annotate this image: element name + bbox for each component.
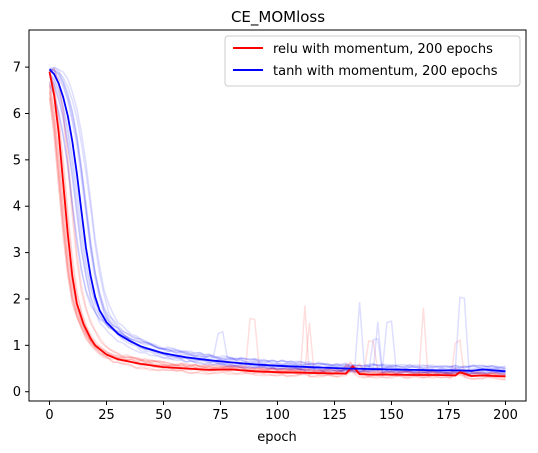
run-line: [49, 69, 506, 375]
legend-box: [224, 35, 521, 87]
run-line: [49, 69, 506, 376]
x-tick-label: 0: [45, 408, 53, 423]
run-line: [48, 72, 506, 381]
x-axis-label: epoch: [257, 430, 297, 445]
series-line: [48, 68, 506, 373]
run-line: [48, 71, 506, 378]
x-tick-label: 25: [98, 408, 115, 423]
run-line: [49, 75, 506, 370]
run-line: [49, 66, 506, 371]
x-tick-label: 125: [322, 408, 347, 423]
y-tick-label: 6: [13, 107, 21, 122]
mean-series: [48, 68, 506, 378]
run-line: [48, 73, 506, 376]
x-tick-label: 75: [212, 408, 229, 423]
x-axis-ticks: 0 25 50 75 100 125 150 175 200: [45, 401, 518, 423]
x-tick-label: 50: [155, 408, 172, 423]
x-tick-label: 150: [379, 408, 404, 423]
y-tick-label: 7: [13, 61, 21, 76]
run-line: [48, 81, 506, 369]
legend-label-tanh: tanh with momentum, 200 epochs: [273, 64, 498, 79]
y-tick-label: 5: [13, 153, 21, 168]
x-tick-label: 175: [436, 408, 461, 423]
run-line: [48, 86, 506, 381]
y-tick-label: 3: [13, 246, 21, 261]
legend-label-relu: relu with momentum, 200 epochs: [273, 42, 493, 57]
legend: relu with momentum, 200 epochs tanh with…: [224, 35, 521, 87]
y-tick-label: 2: [13, 292, 21, 307]
run-line: [48, 76, 506, 371]
run-line: [49, 67, 506, 376]
chart-title: CE_MOMloss: [231, 8, 325, 27]
y-tick-label: 1: [13, 339, 21, 354]
run-line: [48, 91, 506, 376]
x-tick-label: 200: [493, 408, 518, 423]
run-line: [48, 83, 506, 377]
y-tick-label: 4: [13, 200, 21, 215]
run-line: [48, 96, 506, 377]
run-line: [48, 84, 506, 370]
y-axis-ticks: 0 1 2 3 4 5 6 7: [13, 61, 29, 400]
x-tick-label: 100: [265, 408, 290, 423]
series-line: [48, 71, 506, 378]
run-line: [49, 68, 506, 376]
y-tick-label: 0: [13, 385, 21, 400]
